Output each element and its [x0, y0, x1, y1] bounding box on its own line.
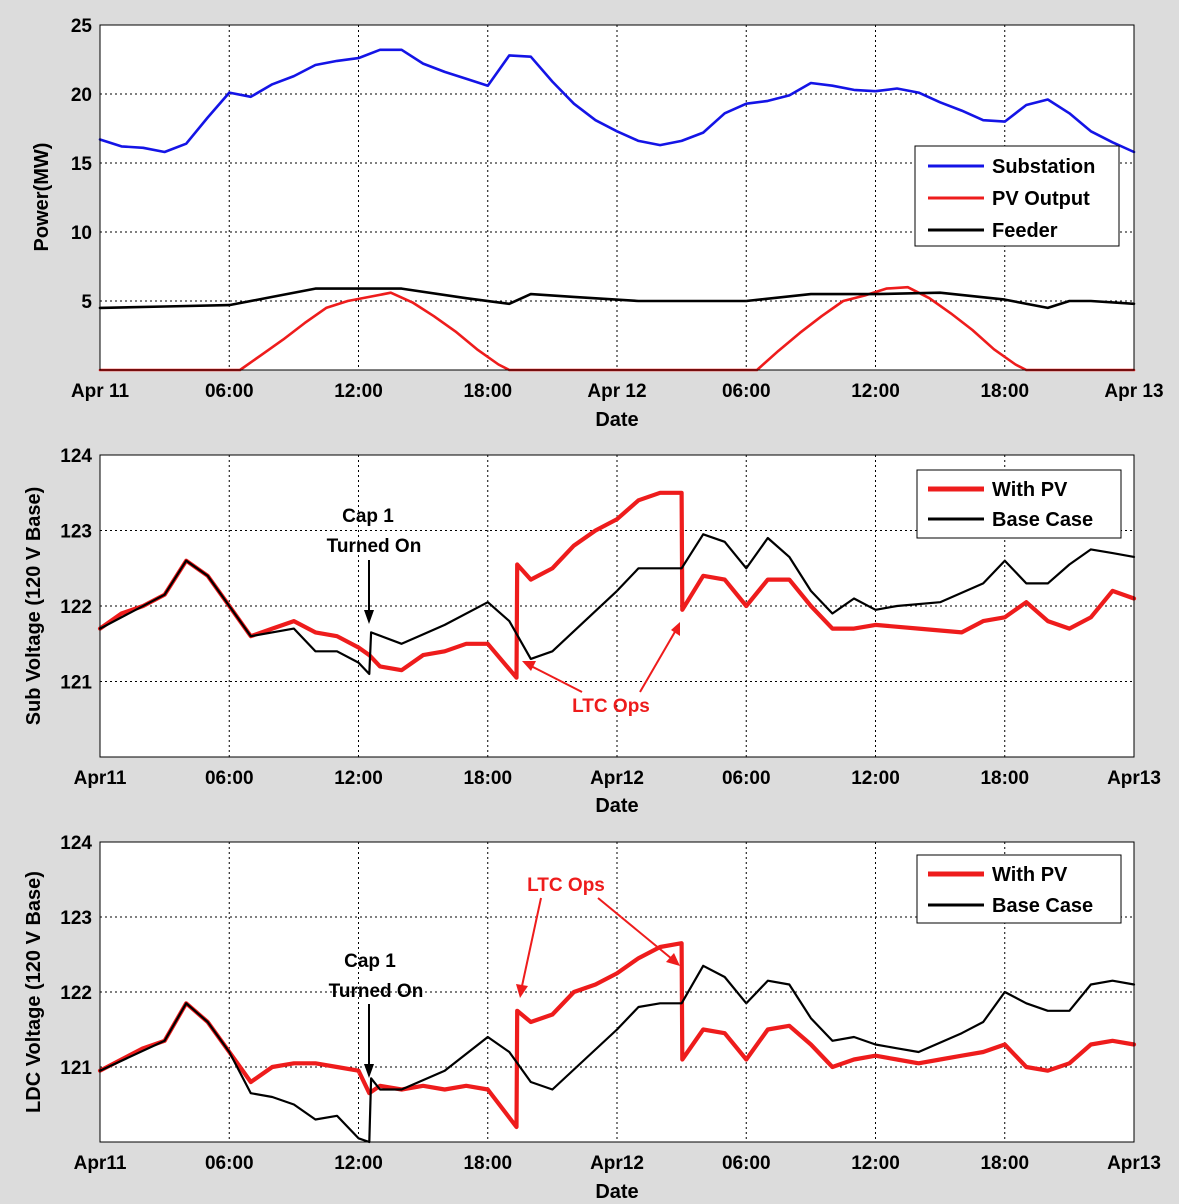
ldc-voltage-chart-frame [99, 841, 1135, 1143]
sub-voltage-series-with-pv [97, 490, 1137, 680]
sub-voltage-x-tick-label: 06:00 [722, 768, 771, 789]
sub-voltage-y-tick-label: 121 [60, 673, 92, 694]
ldc-voltage-x-tick-label: 12:00 [851, 1153, 900, 1174]
ltc-arrowhead-left [522, 661, 536, 671]
ldc-voltage-series-with-pv [97, 941, 1137, 1130]
ldc-voltage-chart-y-tick-labels: 121 122 123 124 [60, 833, 92, 1079]
sub-voltage-chart-legend: With PV Base Case [916, 469, 1122, 539]
power-chart-x-axis-label: Date [595, 409, 638, 431]
power-y-tick-label: 10 [71, 223, 92, 244]
legend-label-substation: Substation [992, 156, 1095, 178]
power-chart-legend: Substation PV Output Feeder [914, 145, 1120, 247]
ldc-voltage-chart-x-tick-labels: Apr11 06:00 12:00 18:00 Apr12 06:00 12:00 18:00… [74, 1153, 1161, 1174]
ltc-ops-annotation: LTC Ops [572, 696, 650, 717]
ldc-voltage-chart-y-axis-label: LDC Voltage (120 V Base) [23, 871, 45, 1113]
sub-voltage-x-tick-label: 12:00 [334, 768, 383, 789]
ldc-voltage-y-tick-label: 124 [60, 833, 92, 854]
sub-voltage-chart-y-axis-label: Sub Voltage (120 V Base) [23, 487, 45, 726]
ldc-voltage-x-tick-label: 18:00 [980, 1153, 1029, 1174]
ltc-arrow-right-ldc [597, 897, 673, 960]
power-chart-x-tick-labels: Apr 11 06:00 12:00 18:00 Apr 12 06:00 12:00 18:… [71, 381, 1164, 402]
power-x-tick-label: Apr 11 [71, 381, 130, 402]
cap1-arrowhead-ldc [364, 1064, 374, 1078]
ltc-arrowhead-left-ldc [516, 984, 528, 998]
power-x-tick-label: 12:00 [334, 381, 383, 402]
ltc-arrow-left-ldc [521, 897, 542, 987]
power-chart-y-axis-label: Power(MW) [31, 143, 53, 252]
ltc-arrowhead-right-ldc [666, 953, 680, 966]
power-series-feeder [98, 287, 1136, 310]
sub-voltage-x-tick-label: 18:00 [463, 768, 512, 789]
sub-voltage-y-tick-label: 123 [60, 522, 92, 543]
power-x-tick-label: 06:00 [722, 381, 771, 402]
ldc-voltage-chart-x-axis-label: Date [595, 1181, 638, 1203]
power-x-tick-label: 12:00 [851, 381, 900, 402]
ldc-voltage-x-tick-label: 18:00 [463, 1153, 512, 1174]
sub-voltage-series-base-case [98, 533, 1136, 676]
power-y-tick-label: 20 [71, 85, 92, 106]
ldc-voltage-x-tick-label: 06:00 [205, 1153, 254, 1174]
sub-voltage-x-tick-label: Apr12 [590, 768, 644, 789]
ldc-voltage-chart-panel: 121 122 123 124 Apr11 06:00 12:00 18:00 Apr12 06… [23, 833, 1161, 1203]
sub-voltage-chart-series-lines [97, 490, 1137, 680]
sub-voltage-annotations: Cap 1 Turned On LTC Ops [327, 506, 680, 717]
power-x-tick-label: 18:00 [463, 381, 512, 402]
power-y-tick-label: 5 [81, 292, 92, 313]
power-chart-frame [99, 24, 1135, 371]
legend-label-with-pv-ldc: With PV [992, 864, 1068, 886]
power-x-tick-label: Apr 13 [1104, 381, 1163, 402]
sub-voltage-x-tick-label: 18:00 [980, 768, 1029, 789]
ldc-voltage-x-tick-label: Apr12 [590, 1153, 644, 1174]
cap1-annotation-line1: Cap 1 [342, 506, 394, 527]
ldc-voltage-chart-series-lines [97, 941, 1137, 1144]
power-y-tick-label: 25 [71, 16, 93, 37]
ldc-voltage-y-tick-label: 122 [60, 983, 92, 1004]
power-chart-panel: 5 10 15 20 25 Apr 11 06:00 12:00 18:00 Apr 12 06:… [31, 16, 1164, 431]
legend-label-feeder: Feeder [992, 220, 1058, 242]
sub-voltage-y-tick-label: 122 [60, 597, 92, 618]
legend-label-pv-output: PV Output [992, 188, 1090, 210]
sub-voltage-x-tick-label: 06:00 [205, 768, 254, 789]
sub-voltage-legend-box [916, 469, 1122, 539]
sub-voltage-x-tick-label: 12:00 [851, 768, 900, 789]
power-series-substation [98, 48, 1136, 154]
power-chart-legend-box [914, 145, 1120, 247]
power-x-tick-label: 18:00 [980, 381, 1029, 402]
legend-label-with-pv: With PV [992, 479, 1068, 501]
sub-voltage-x-tick-label: Apr13 [1107, 768, 1161, 789]
ldc-voltage-y-tick-label: 123 [60, 908, 92, 929]
sub-voltage-chart-panel: 121 122 123 124 Apr11 06:00 12:00 18:00 Apr12 06… [23, 446, 1161, 817]
legend-label-base-case-ldc: Base Case [992, 895, 1093, 917]
sub-voltage-y-tick-label: 124 [60, 446, 92, 467]
ldc-voltage-x-tick-label: Apr11 [74, 1153, 127, 1174]
power-chart-y-tick-labels: 5 10 15 20 25 [71, 16, 93, 313]
ldc-voltage-x-tick-label: 12:00 [334, 1153, 383, 1174]
ldc-voltage-x-tick-label: Apr13 [1107, 1153, 1161, 1174]
sub-voltage-chart-y-tick-labels: 121 122 123 124 [60, 446, 92, 694]
ldc-voltage-legend-box [916, 854, 1122, 924]
sub-voltage-chart-x-axis-label: Date [595, 795, 638, 817]
cap1-annotation-line2: Turned On [327, 536, 422, 557]
ldc-voltage-chart-legend: With PV Base Case [916, 854, 1122, 924]
ldc-voltage-x-tick-label: 06:00 [722, 1153, 771, 1174]
sub-voltage-chart-frame [99, 454, 1135, 758]
cap1-annotation-ldc-line2: Turned On [329, 981, 424, 1002]
power-x-tick-label: Apr 12 [587, 381, 646, 402]
cap1-annotation-ldc-line1: Cap 1 [344, 951, 396, 972]
cap1-arrowhead [364, 610, 374, 624]
power-x-tick-label: 06:00 [205, 381, 254, 402]
sub-voltage-chart-x-tick-labels: Apr11 06:00 12:00 18:00 Apr12 06:00 12:00 18:00… [74, 768, 1161, 789]
ltc-arrow-left [530, 665, 583, 693]
ltc-ops-annotation-ldc: LTC Ops [527, 875, 605, 896]
ltc-arrowhead-right [671, 622, 680, 636]
ldc-voltage-annotations: Cap 1 Turned On LTC Ops [329, 875, 680, 1078]
ldc-voltage-series-base-case [98, 964, 1136, 1144]
sub-voltage-x-tick-label: Apr11 [74, 768, 127, 789]
ldc-voltage-y-tick-label: 121 [60, 1058, 92, 1079]
power-y-tick-label: 15 [71, 154, 93, 175]
legend-label-base-case: Base Case [992, 509, 1093, 531]
ltc-arrow-right [639, 629, 677, 693]
